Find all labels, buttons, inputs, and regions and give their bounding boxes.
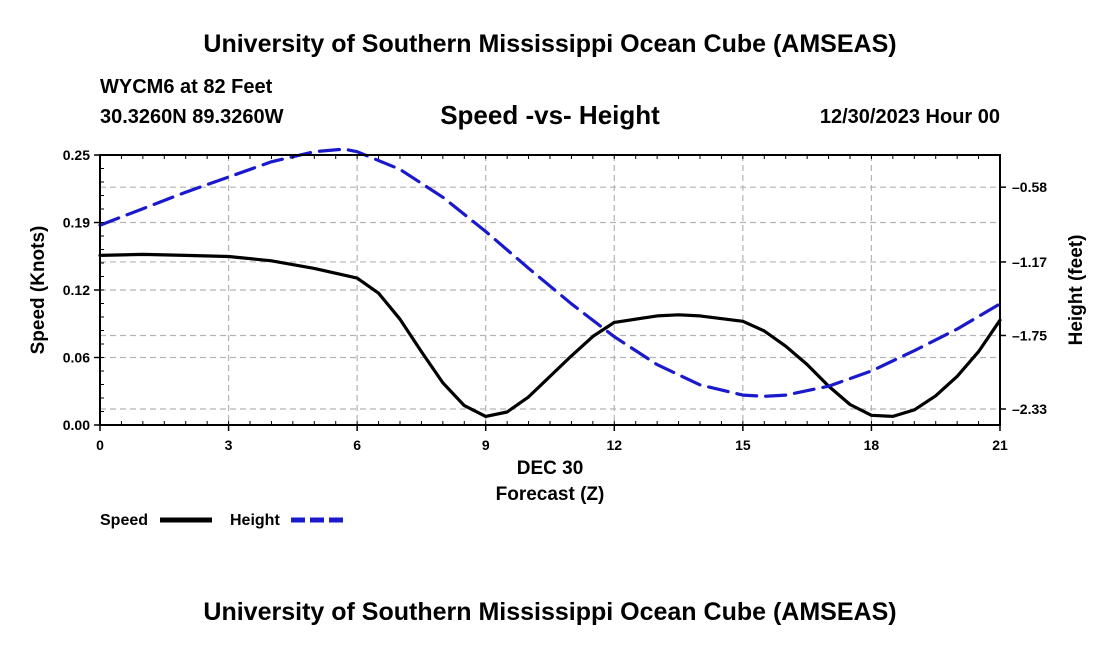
forecast-datetime: 12/30/2023 Hour 00 bbox=[819, 106, 1000, 128]
y-axis-title: Speed (Knots) bbox=[28, 226, 49, 355]
x-tick-label: 21 bbox=[992, 437, 1008, 453]
x-axis-title: Forecast (Z) bbox=[496, 484, 605, 505]
y2-axis-title: Height (feet) bbox=[1066, 235, 1087, 346]
coordinates-label: 30.3260N 89.3260W bbox=[100, 106, 284, 128]
chart-title: University of Southern Mississippi Ocean… bbox=[203, 30, 897, 58]
x-tick-label: 9 bbox=[482, 437, 490, 453]
x-tick-label: 15 bbox=[735, 437, 751, 453]
y2-tick-label: –1.17 bbox=[1012, 254, 1047, 270]
x-axis-date: DEC 30 bbox=[517, 458, 584, 479]
y2-tick-label: –0.58 bbox=[1012, 179, 1047, 195]
legend: Speed Height bbox=[100, 512, 343, 529]
x-tick-label: 0 bbox=[96, 437, 104, 453]
legend-label-height: Height bbox=[230, 512, 280, 529]
footer-title: University of Southern Mississippi Ocean… bbox=[203, 598, 897, 626]
y-tick-label: 0.06 bbox=[63, 350, 90, 366]
station-label: WYCM6 at 82 Feet bbox=[100, 76, 273, 98]
series-line-height bbox=[98, 147, 1002, 398]
x-tick-label: 3 bbox=[225, 437, 233, 453]
y2-tick-label: –2.33 bbox=[1012, 401, 1047, 417]
x-tick-label: 6 bbox=[353, 437, 361, 453]
y-tick-label: 0.19 bbox=[63, 215, 90, 231]
y-tick-label: 0.25 bbox=[63, 147, 90, 163]
x-tick-label: 18 bbox=[864, 437, 880, 453]
x-tick-label: 12 bbox=[606, 437, 622, 453]
y-tick-label: 0.00 bbox=[63, 417, 90, 433]
legend-label-speed: Speed bbox=[100, 512, 148, 529]
chart-subtitle: Speed -vs- Height bbox=[440, 100, 660, 130]
series-line-speed bbox=[98, 252, 1002, 418]
y-tick-label: 0.12 bbox=[63, 282, 90, 298]
y2-tick-label: –1.75 bbox=[1012, 327, 1047, 343]
